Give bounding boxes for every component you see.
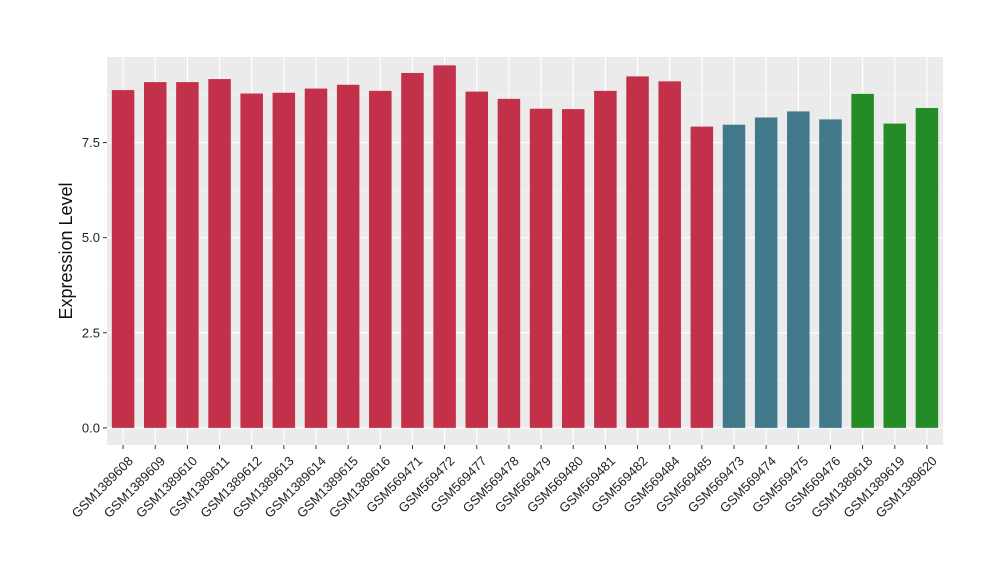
- bar-GSM569479: [529, 108, 553, 428]
- bar-GSM1389620: [915, 107, 939, 428]
- bar-GSM1389615: [336, 84, 360, 428]
- bar-GSM569485: [690, 126, 714, 428]
- y-tick-label: 7.5: [82, 135, 100, 150]
- bar-GSM569475: [787, 111, 810, 428]
- bar-GSM1389614: [304, 88, 328, 428]
- bar-GSM1389616: [369, 90, 392, 428]
- y-tick-label: 2.5: [82, 325, 100, 340]
- bar-GSM569477: [465, 91, 489, 428]
- bar-GSM569472: [433, 65, 456, 428]
- y-tick-label: 5.0: [82, 230, 100, 245]
- bar-GSM1389609: [143, 82, 167, 428]
- bar-GSM1389619: [883, 123, 907, 428]
- bar-GSM1389612: [240, 93, 263, 428]
- y-tick-label: 0.0: [82, 420, 100, 435]
- bar-GSM569482: [626, 76, 649, 428]
- bar-GSM1389608: [111, 90, 135, 428]
- bar-GSM569484: [658, 81, 681, 428]
- y-axis: 0.0 2.5 5.0 7.5: [82, 135, 107, 435]
- bar-GSM569481: [594, 90, 617, 428]
- bar-GSM569471: [401, 72, 424, 428]
- bar-GSM569480: [561, 109, 585, 428]
- x-axis: GSM1389608GSM1389609GSM1389610GSM1389611…: [69, 445, 940, 521]
- plot-panel: [107, 57, 943, 445]
- bar-GSM569476: [819, 119, 842, 428]
- y-axis-title: Expression Level: [56, 182, 76, 319]
- bar-GSM1389618: [851, 93, 874, 428]
- bars: [111, 65, 939, 428]
- bar-GSM1389610: [176, 82, 199, 428]
- bar-GSM569473: [722, 124, 746, 428]
- bar-GSM569474: [754, 117, 778, 428]
- bar-GSM1389613: [272, 92, 296, 428]
- bar-GSM569478: [497, 98, 521, 428]
- bar-GSM1389611: [208, 79, 231, 428]
